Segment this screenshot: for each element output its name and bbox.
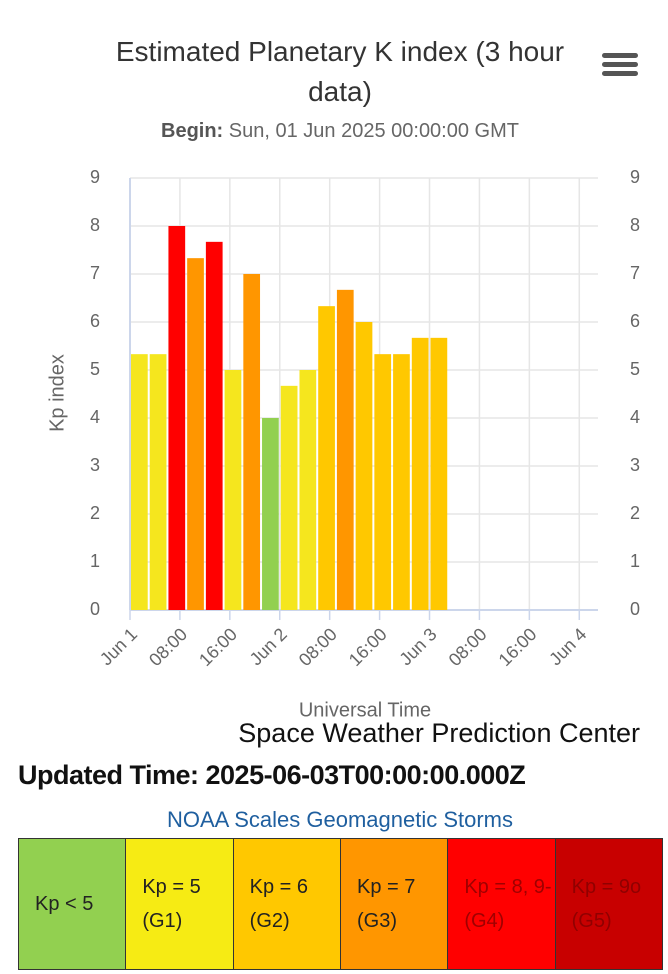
menu-bar[interactable] [602, 62, 638, 67]
scale-cell: Kp = 8, 9- (G4) [448, 839, 556, 969]
bar [336, 289, 354, 610]
x-tick-label: 16:00 [345, 624, 391, 670]
y-tick-label: 1 [90, 551, 100, 571]
menu-bar[interactable] [602, 53, 638, 58]
bar [187, 258, 204, 610]
bar [318, 306, 335, 610]
updated-time: Updated Time: 2025-06-03T00:00:00.000Z [18, 760, 526, 790]
x-tick-label: Jun 4 [545, 624, 590, 669]
bar [411, 337, 429, 610]
bar [131, 354, 148, 610]
x-tick-label: Jun 3 [395, 624, 440, 669]
y-tick-label: 2 [90, 503, 100, 523]
y2-tick-label: 3 [630, 455, 640, 475]
scales-table: Kp < 5 Kp = 5 (G1) Kp = 6 (G2) Kp = 7 (G3) K… [18, 838, 663, 970]
credits: Space Weather Prediction Center [238, 718, 640, 748]
scale-cell: Kp = 9o (G5) [555, 839, 662, 969]
bar [243, 274, 261, 610]
subtitle-prefix: Begin: [161, 120, 224, 142]
x-tick-label: 08:00 [295, 624, 341, 670]
bar [205, 241, 223, 610]
x-tick-label: Jun 1 [96, 624, 141, 669]
scale-cell: Kp = 7 (G3) [340, 839, 449, 969]
scale-cell: Kp < 5 [19, 839, 127, 969]
y-tick-label: 4 [90, 407, 100, 427]
scales-title[interactable]: NOAA Scales Geomagnetic Storms [166, 807, 514, 832]
y2-tick-label: 4 [630, 407, 640, 427]
x-tick-label: 16:00 [195, 624, 241, 670]
y-tick-label: 0 [90, 599, 100, 619]
chart-subtitle: Begin: Sun, 01 Jun 2025 00:00:00 GMT [0, 120, 668, 143]
y2-tick-label: 5 [630, 359, 640, 379]
y-tick-label: 3 [90, 455, 100, 475]
menu-bar[interactable] [602, 71, 638, 76]
bar [393, 354, 410, 610]
x-axis-label: Universal Time [299, 699, 431, 721]
bar [262, 418, 279, 610]
x-tick-label: 08:00 [145, 624, 191, 670]
scale-cell: Kp = 5 (G1) [126, 839, 234, 969]
y2-tick-label: 0 [630, 599, 640, 619]
x-tick-label: Jun 2 [246, 624, 291, 669]
y2-tick-label: 2 [630, 503, 640, 523]
bar [355, 322, 373, 610]
bar [149, 354, 167, 610]
y2-tick-label: 6 [630, 311, 640, 331]
x-tick-label: 16:00 [495, 624, 541, 670]
scale-cell: Kp = 6 (G2) [233, 839, 341, 969]
y-axis-label: Kp index [46, 354, 68, 432]
y2-tick-label: 8 [630, 215, 640, 235]
bar [430, 337, 448, 610]
y-tick-label: 6 [90, 311, 100, 331]
y-tick-label: 9 [90, 167, 100, 187]
y2-tick-label: 7 [630, 263, 640, 283]
bar [224, 370, 242, 610]
y-tick-label: 8 [90, 215, 100, 235]
bar [168, 226, 186, 610]
subtitle-text: Sun, 01 Jun 2025 00:00:00 GMT [228, 120, 519, 142]
chart: Universal Time Kp index Space Weather Pr… [46, 53, 640, 748]
bar [280, 385, 298, 610]
y2-tick-label: 1 [630, 551, 640, 571]
y-tick-label: 5 [90, 359, 100, 379]
menu-button[interactable] [602, 53, 638, 76]
x-tick-label: 08:00 [445, 624, 491, 670]
y-tick-label: 7 [90, 263, 100, 283]
y2-tick-label: 9 [630, 167, 640, 187]
chart-title: Estimated Planetary K index (3 hour data… [115, 36, 565, 107]
bar [374, 354, 392, 610]
bar [299, 370, 317, 610]
